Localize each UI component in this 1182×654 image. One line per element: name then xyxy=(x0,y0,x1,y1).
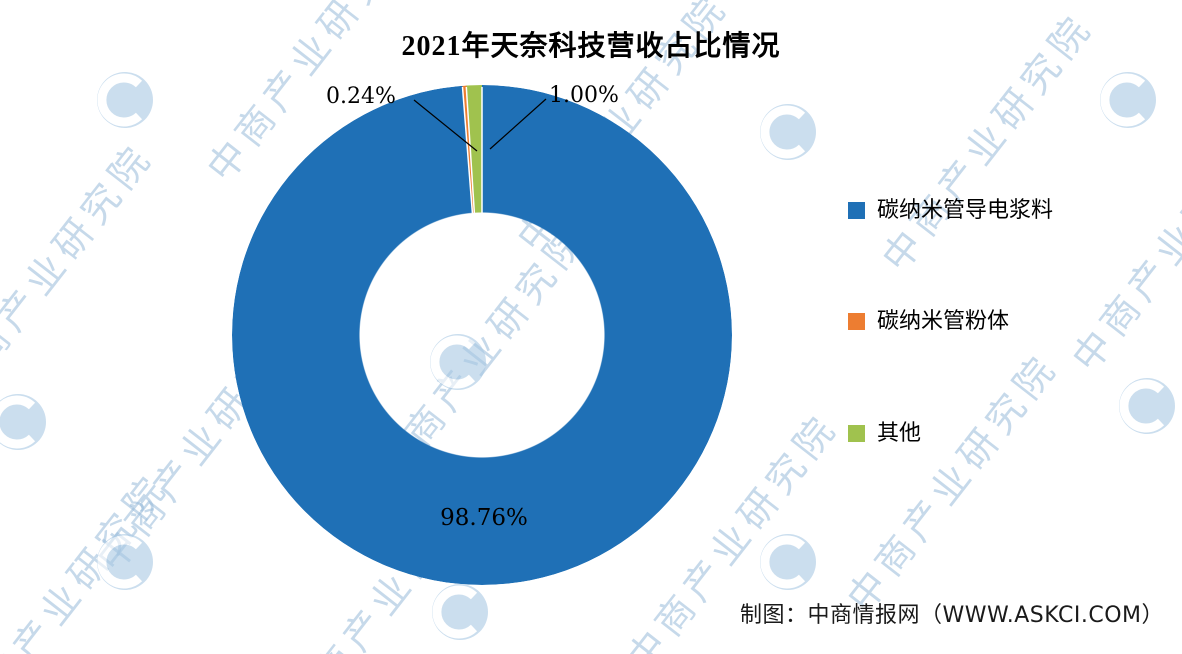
data-label-main: 98.76% xyxy=(440,505,528,531)
watermark-logo-icon xyxy=(0,394,46,450)
legend-item-paste: 碳纳米管导电浆料 xyxy=(848,198,1053,224)
watermark-logo-icon xyxy=(760,534,816,590)
data-label-powder: 0.24% xyxy=(326,84,396,109)
legend-label: 碳纳米管粉体 xyxy=(877,309,1010,335)
watermark-logo-icon xyxy=(760,104,816,160)
data-label-other: 1.00% xyxy=(549,83,619,108)
legend-item-powder: 碳纳米管粉体 xyxy=(848,309,1053,335)
watermark-text: 中商产业研究院 xyxy=(0,134,163,410)
watermark-logo-icon xyxy=(97,72,153,128)
chart-title: 2021年天奈科技营收占比情况 xyxy=(401,31,781,62)
legend-swatch-powder xyxy=(848,313,865,331)
legend-label: 碳纳米管导电浆料 xyxy=(877,198,1054,223)
legend-item-other: 其他 xyxy=(848,421,1053,447)
legend-swatch-paste xyxy=(848,202,865,219)
donut-chart: 98.76% xyxy=(232,85,732,585)
watermark-text: 中商产业研究院 xyxy=(1063,104,1182,380)
watermark-text: 中商产业研究院 xyxy=(0,464,178,654)
legend-label: 其他 xyxy=(877,420,922,446)
watermark-logo-icon xyxy=(1119,378,1175,434)
watermark-logo-icon xyxy=(1100,72,1156,128)
watermark-logo-icon xyxy=(432,584,488,640)
footer-credit: 制图：中商情报网（WWW.ASKCI.COM） xyxy=(740,603,1164,628)
legend: 碳纳米管导电浆料 碳纳米管粉体 其他 xyxy=(848,198,1053,532)
legend-swatch-other xyxy=(848,424,865,442)
watermark-logo-icon xyxy=(97,534,153,590)
